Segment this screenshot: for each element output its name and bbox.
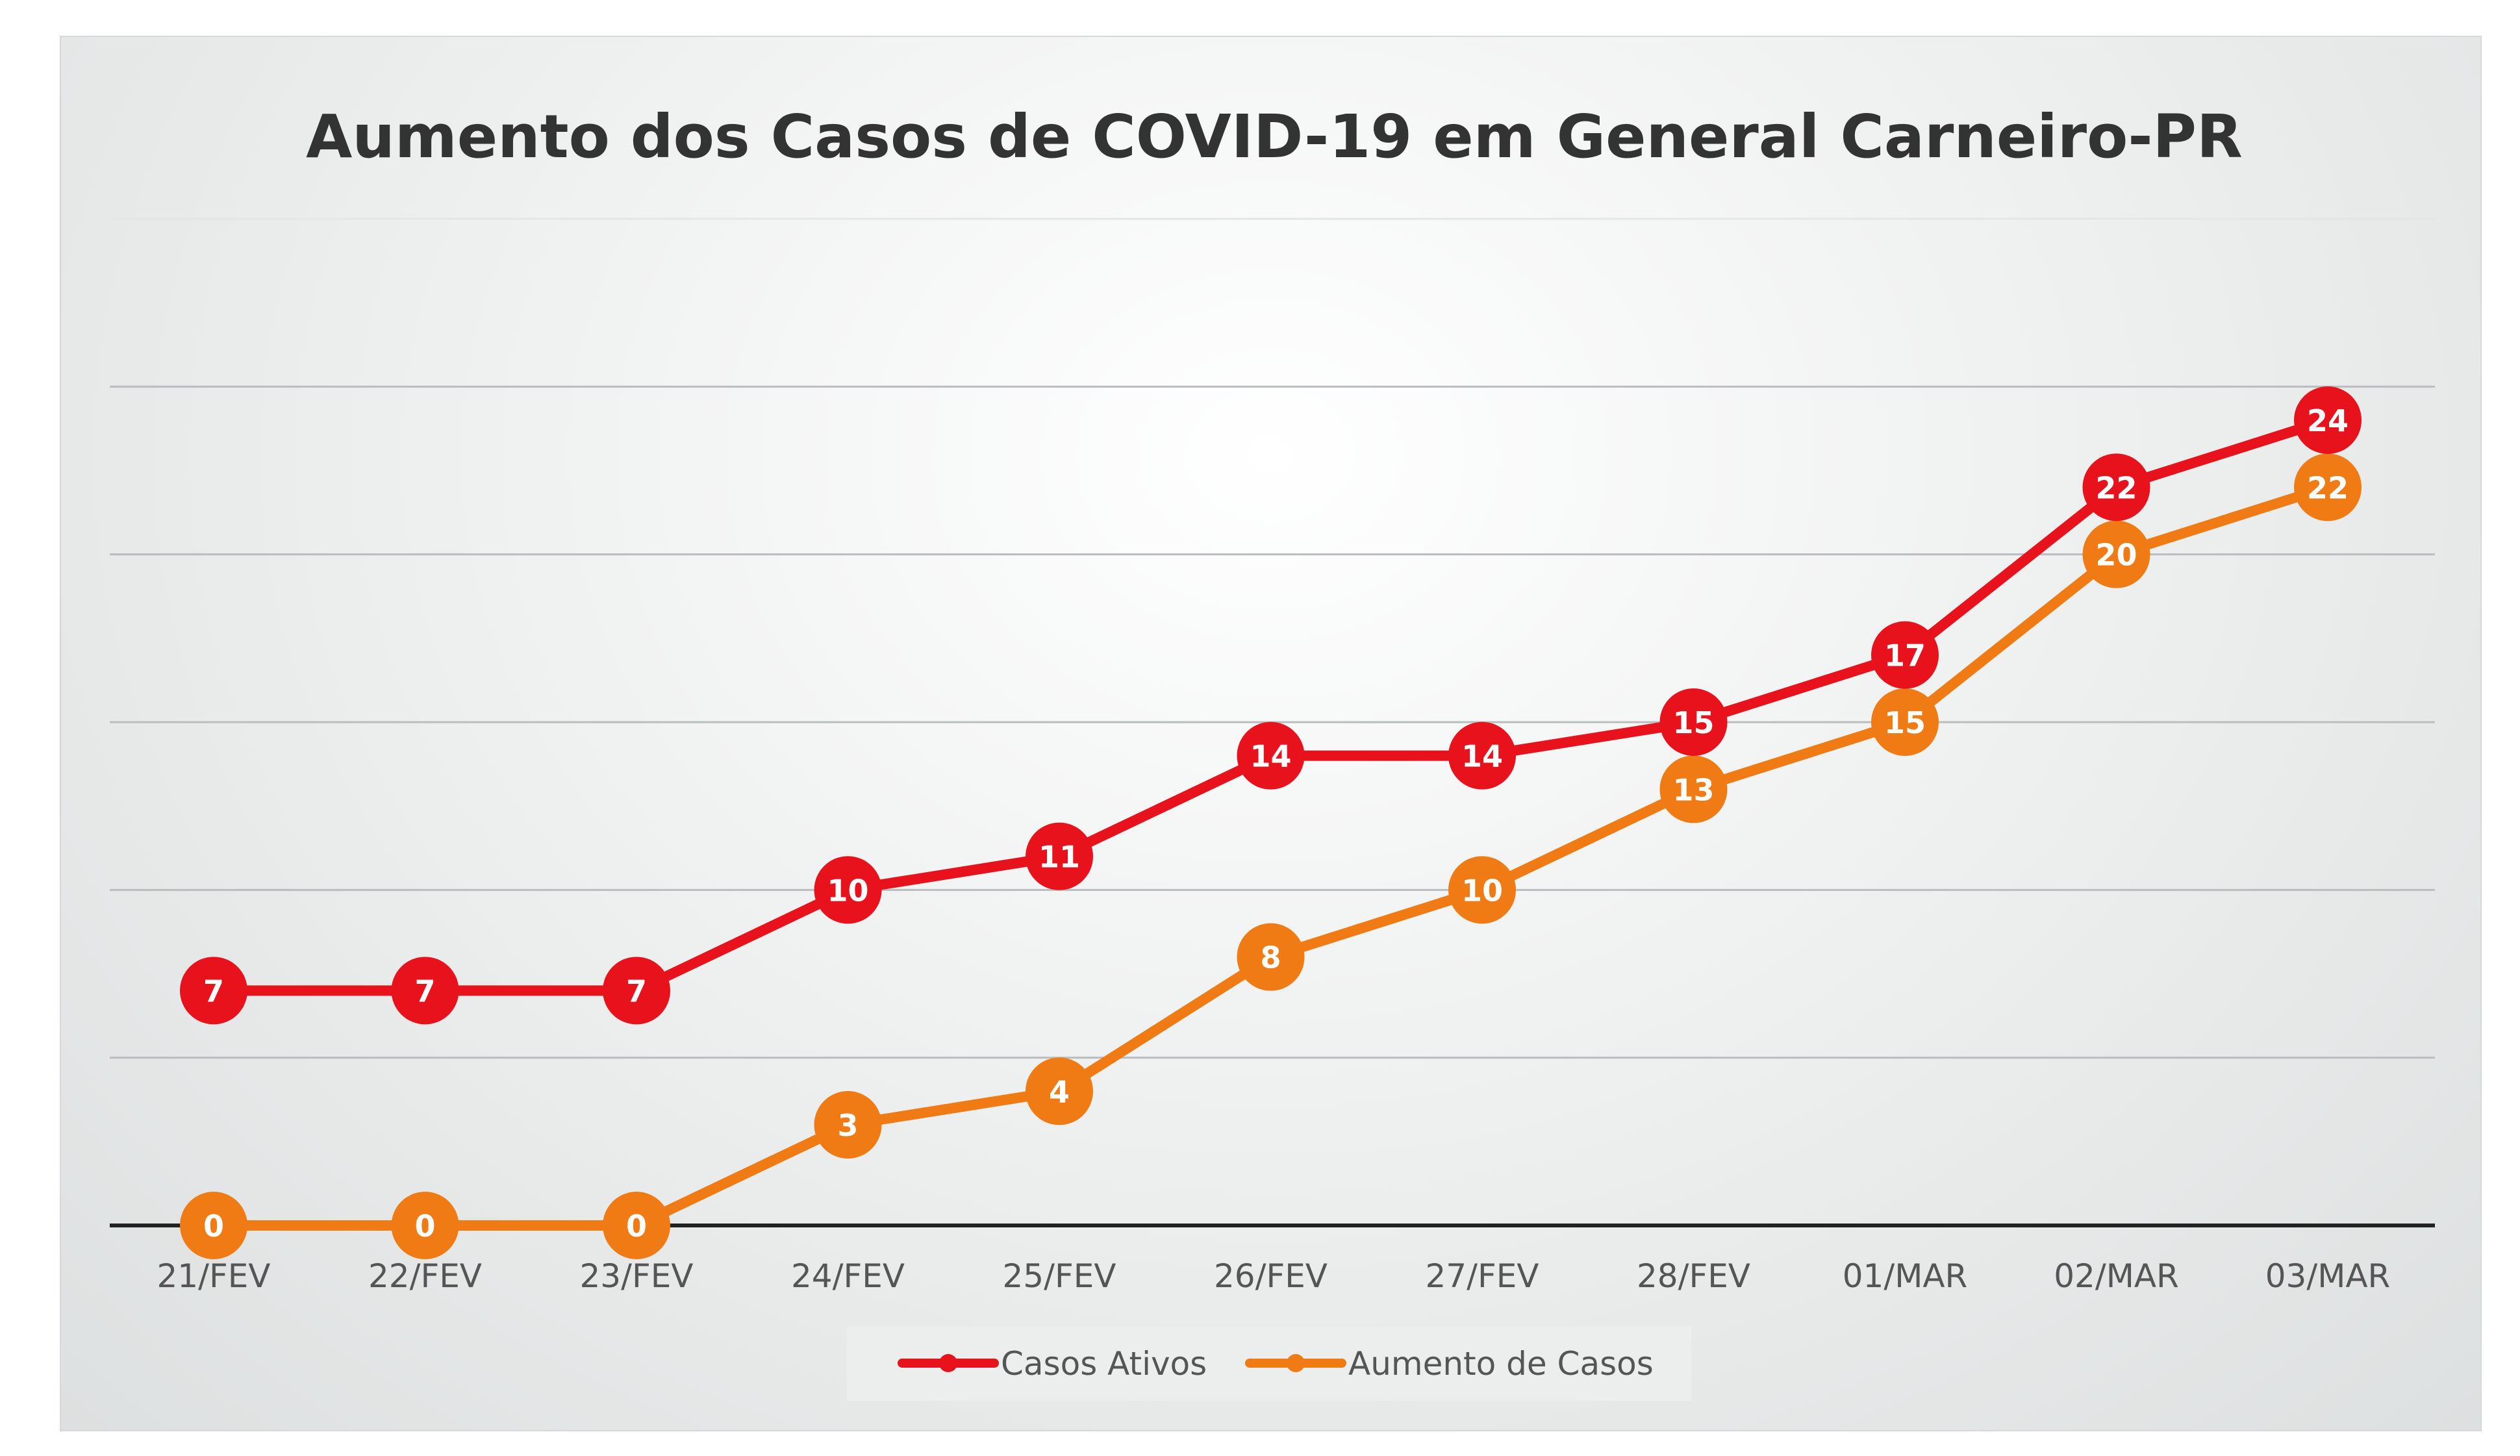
data-point (1659, 755, 1728, 823)
series-layer: 0 0 0 3 4 8 10 13 15 20 22 7 7 7 10 11 14 14 15 17 22 24 (180, 386, 2362, 1259)
data-point (180, 1192, 247, 1259)
data-label: 3 (837, 1108, 858, 1143)
legend-marker-casos-ativos (939, 1354, 957, 1372)
data-label: 0 (414, 1209, 435, 1244)
x-tick-label: 21/FEV (157, 1257, 270, 1295)
data-point (1237, 923, 1305, 991)
data-label: 11 (1039, 840, 1080, 875)
data-label: 24 (2307, 403, 2349, 438)
x-tick-label: 22/FEV (368, 1257, 482, 1295)
data-point (603, 1192, 670, 1259)
data-label: 8 (1260, 940, 1281, 975)
data-point (391, 1192, 459, 1259)
legend: Casos Ativos Aumento de Casos (847, 1326, 1691, 1401)
chart-svg: Aumento dos Casos de COVID-19 em General… (110, 102, 2435, 1401)
chart-panel: Aumento dos Casos de COVID-19 em General… (60, 36, 2482, 1431)
data-label: 0 (626, 1209, 647, 1244)
data-label: 10 (827, 873, 868, 908)
x-axis: 21/FEV 22/FEV 23/FEV 24/FEV 25/FEV 26/FEV 27/F… (110, 1224, 2435, 1295)
data-label: 17 (1884, 638, 1926, 673)
legend-label-aumento-de-casos: Aumento de Casos (1348, 1345, 1654, 1383)
chart-title: Aumento dos Casos de COVID-19 em General… (306, 102, 2243, 171)
data-label: 20 (2095, 538, 2137, 573)
data-point (1237, 722, 1305, 790)
data-label: 7 (626, 973, 647, 1009)
x-tick-label: 23/FEV (579, 1257, 693, 1295)
data-point (1659, 688, 1728, 756)
data-point (1026, 822, 1093, 890)
data-label: 7 (203, 973, 224, 1009)
data-label: 22 (2307, 470, 2349, 505)
x-tick-label: 28/FEV (1637, 1257, 1750, 1295)
data-point (1448, 856, 1516, 924)
x-tick-label: 25/FEV (1002, 1257, 1116, 1295)
data-point (603, 957, 670, 1025)
data-label: 7 (414, 973, 435, 1009)
data-label: 10 (1461, 873, 1503, 908)
data-point (814, 856, 882, 924)
series-aumento-de-casos: 0 0 0 3 4 8 10 13 15 20 22 (180, 453, 2362, 1259)
legend-marker-aumento-de-casos (1287, 1354, 1305, 1372)
data-point (2082, 520, 2150, 588)
data-point (2294, 453, 2362, 521)
data-label: 0 (203, 1209, 224, 1244)
data-label: 13 (1672, 772, 1714, 807)
data-point (1871, 688, 1939, 756)
data-label: 14 (1250, 739, 1291, 774)
data-label: 15 (1672, 705, 1714, 740)
data-label: 15 (1884, 705, 1926, 740)
legend-label-casos-ativos: Casos Ativos (1001, 1345, 1207, 1383)
data-label: 14 (1461, 739, 1503, 774)
data-label: 4 (1049, 1074, 1070, 1109)
data-point (814, 1091, 882, 1159)
data-label: 22 (2095, 470, 2137, 505)
x-tick-label: 03/MAR (2265, 1257, 2391, 1295)
x-tick-label: 24/FEV (791, 1257, 905, 1295)
data-point (1026, 1057, 1093, 1125)
data-point (391, 957, 459, 1025)
data-point (2294, 386, 2362, 454)
data-point (1448, 722, 1516, 790)
series-casos-ativos: 7 7 7 10 11 14 14 15 17 22 24 (180, 386, 2362, 1025)
data-point (2082, 453, 2150, 521)
x-tick-label: 27/FEV (1425, 1257, 1539, 1295)
series-line (208, 482, 2333, 1231)
x-tick-label: 26/FEV (1214, 1257, 1328, 1295)
x-tick-label: 02/MAR (2054, 1257, 2179, 1295)
x-tick-label: 01/MAR (1843, 1257, 1968, 1295)
data-point (180, 957, 247, 1025)
data-point (1871, 621, 1939, 689)
series-line (208, 415, 2333, 996)
